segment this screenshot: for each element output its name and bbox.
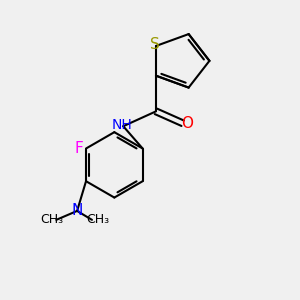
Text: CH₃: CH₃ [86,213,110,226]
Text: S: S [150,37,159,52]
Text: F: F [74,141,83,156]
Text: O: O [181,116,193,131]
Text: CH₃: CH₃ [40,213,63,226]
Text: NH: NH [111,118,132,132]
Text: N: N [71,203,83,218]
